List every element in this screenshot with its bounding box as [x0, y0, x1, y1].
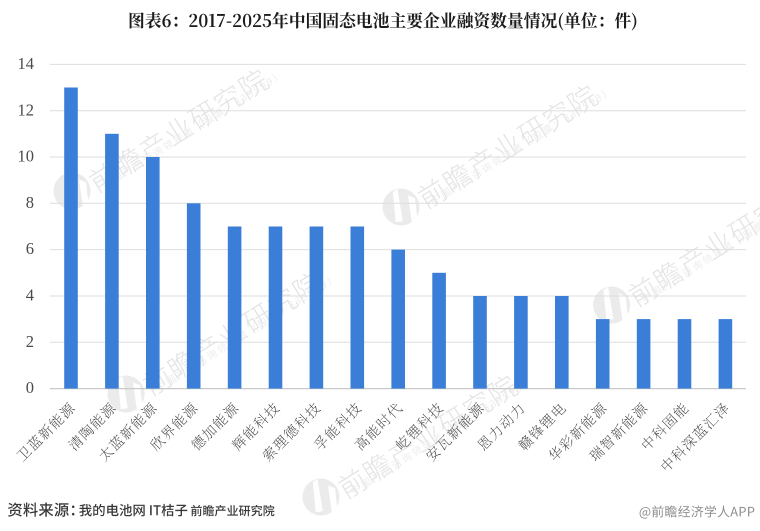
svg-text:6: 6	[26, 239, 34, 258]
svg-text:4: 4	[26, 286, 34, 305]
svg-text:10: 10	[18, 147, 35, 166]
svg-text:8: 8	[26, 193, 34, 212]
svg-text:14: 14	[18, 54, 35, 73]
svg-text:0: 0	[26, 378, 34, 397]
svg-text:2: 2	[26, 332, 34, 351]
svg-text:12: 12	[18, 100, 35, 119]
